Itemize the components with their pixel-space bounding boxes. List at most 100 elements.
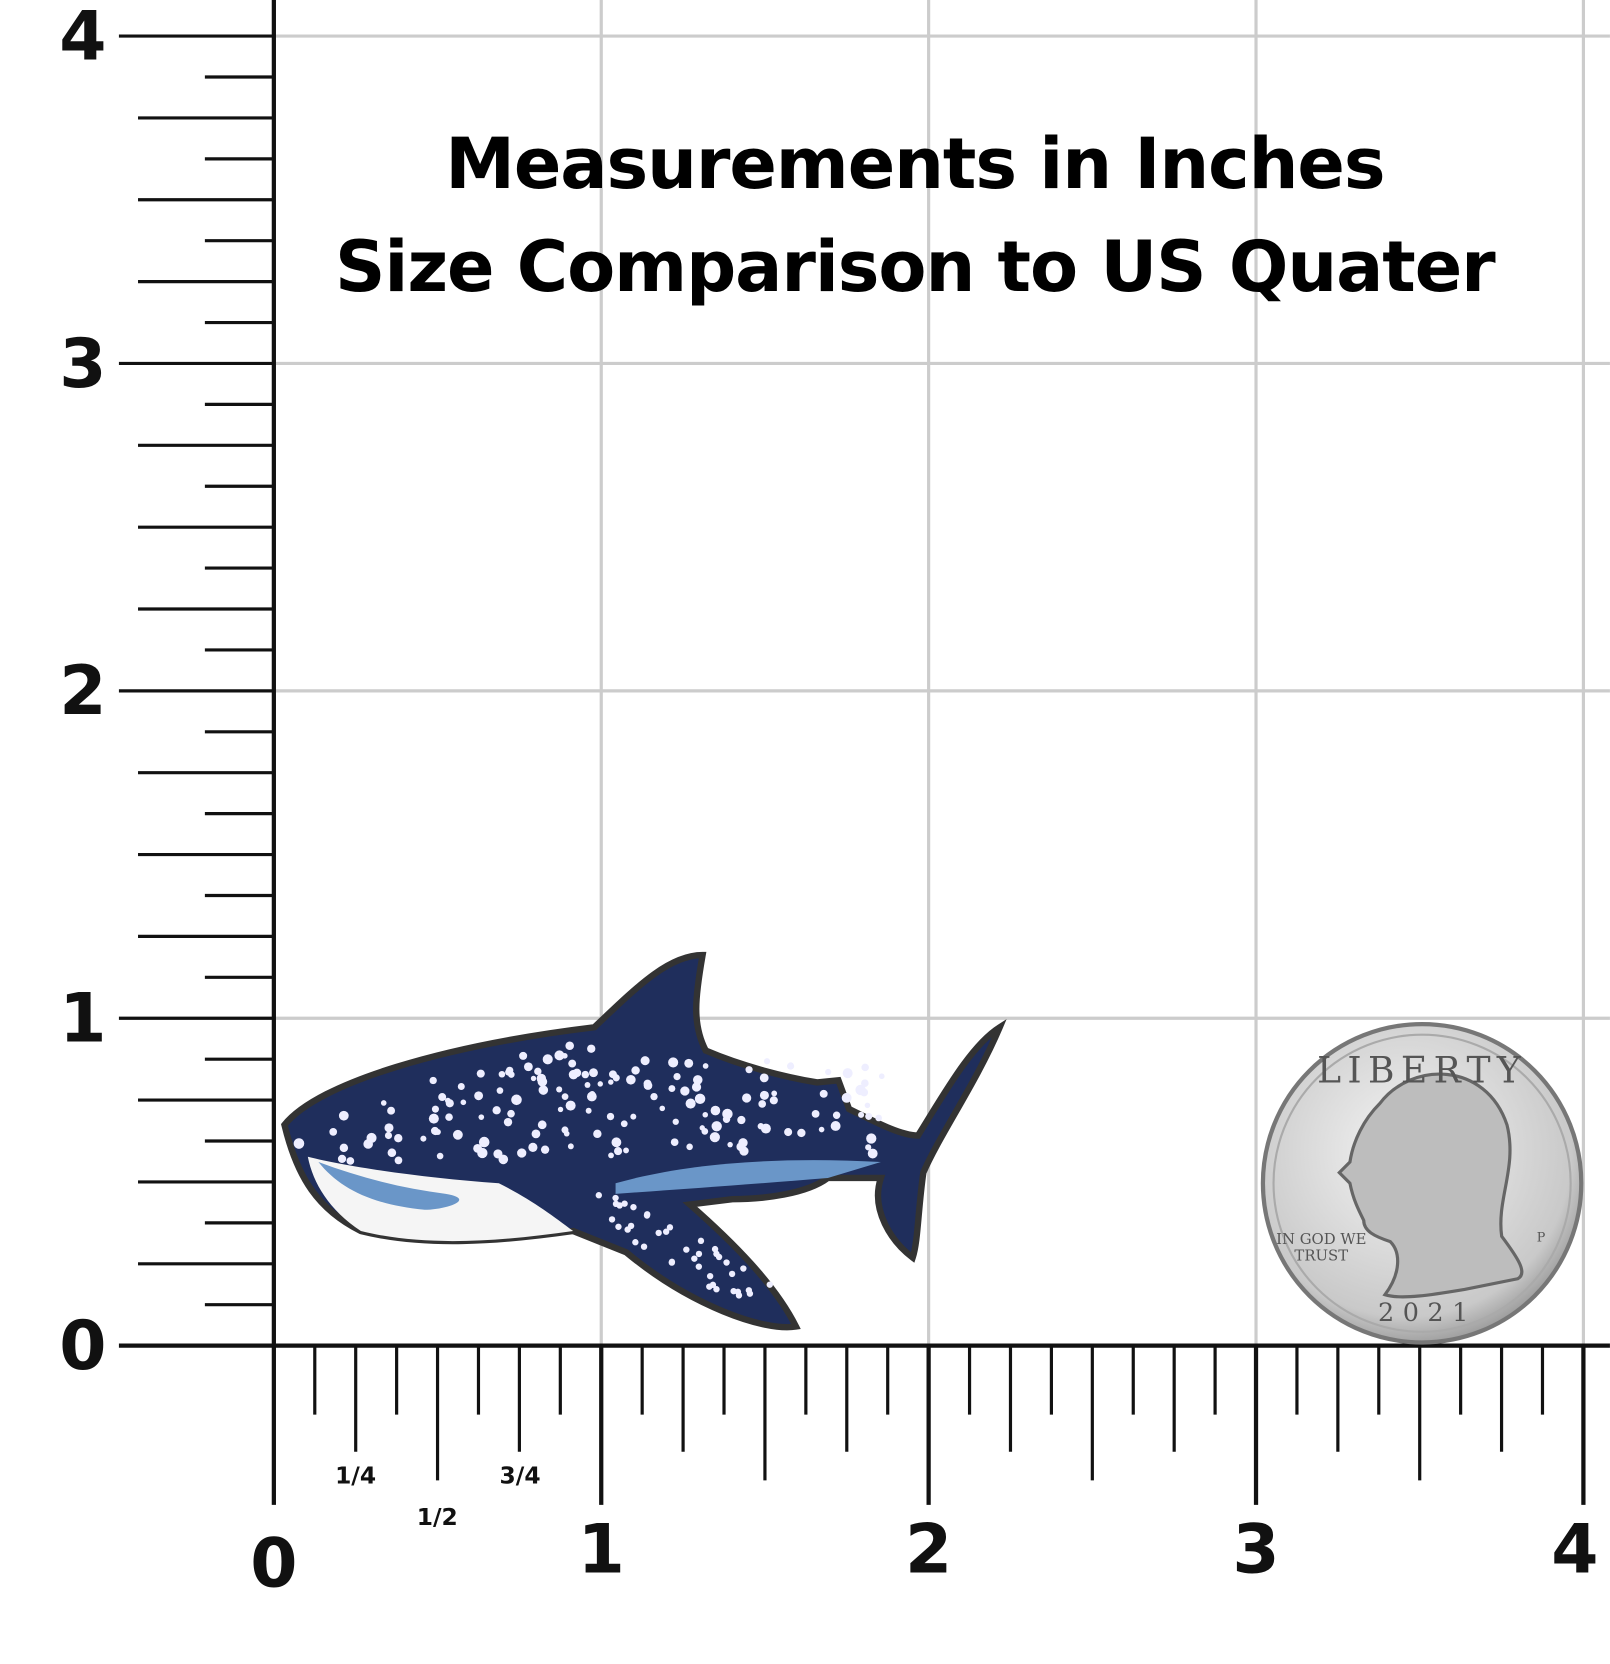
spot xyxy=(452,1129,463,1140)
spot xyxy=(784,1128,793,1137)
spot xyxy=(695,1250,703,1258)
spot xyxy=(860,1088,869,1097)
spot xyxy=(673,1072,681,1081)
spot xyxy=(666,1224,674,1231)
coin-text: P xyxy=(1537,1231,1546,1246)
spot xyxy=(632,1239,639,1246)
spot xyxy=(457,1082,465,1090)
spot xyxy=(680,1086,690,1096)
spot xyxy=(640,1056,650,1066)
spot xyxy=(477,1147,488,1159)
x-label: 0 xyxy=(250,1525,297,1604)
spot xyxy=(692,1075,703,1085)
spot xyxy=(492,1106,501,1115)
spot xyxy=(668,1057,679,1068)
spot xyxy=(503,1117,513,1127)
spot xyxy=(444,1097,451,1104)
spot xyxy=(723,1259,730,1266)
fraction-label: 3/4 xyxy=(500,1462,541,1490)
spot xyxy=(865,1112,873,1120)
spot xyxy=(861,1079,869,1088)
spot xyxy=(478,1114,485,1120)
spot xyxy=(709,1132,720,1143)
spot xyxy=(445,1113,453,1121)
spot xyxy=(523,1062,533,1072)
spot xyxy=(387,1148,397,1158)
spot xyxy=(587,1044,596,1053)
spot xyxy=(626,1074,636,1085)
spot xyxy=(565,1041,574,1051)
spot xyxy=(643,1212,651,1219)
spot xyxy=(431,1105,439,1113)
spot xyxy=(540,1145,550,1154)
spot xyxy=(875,1114,882,1122)
spot xyxy=(702,1063,709,1069)
spot xyxy=(861,1063,869,1072)
spot xyxy=(832,1111,841,1119)
spot xyxy=(842,1068,853,1079)
x-label: 3 xyxy=(1232,1511,1279,1590)
spot xyxy=(759,1073,769,1083)
spot xyxy=(608,1152,614,1159)
spot xyxy=(867,1148,878,1159)
spot xyxy=(640,1243,648,1250)
spot xyxy=(686,1143,693,1151)
spot xyxy=(615,1223,622,1230)
spot xyxy=(624,1226,631,1233)
spot xyxy=(380,1100,387,1106)
spot xyxy=(606,1112,615,1121)
spot xyxy=(631,1066,640,1075)
spot xyxy=(498,1154,509,1165)
spot xyxy=(830,1120,841,1131)
spot xyxy=(384,1131,393,1140)
spot xyxy=(730,1287,737,1295)
fraction-label: 1/4 xyxy=(335,1462,376,1490)
spot xyxy=(659,1105,666,1112)
spot xyxy=(711,1245,719,1253)
spot xyxy=(561,1093,569,1100)
spot xyxy=(363,1139,373,1149)
spot xyxy=(293,1138,305,1149)
spot xyxy=(517,1148,527,1158)
spot xyxy=(745,1066,753,1074)
spot xyxy=(384,1123,394,1133)
coin-text: TRUST xyxy=(1294,1247,1348,1265)
spot xyxy=(511,1094,522,1106)
spot xyxy=(567,1143,574,1150)
spot xyxy=(568,1069,579,1080)
spot xyxy=(737,1115,746,1125)
spot xyxy=(864,1102,871,1109)
spot xyxy=(530,1075,537,1082)
spot xyxy=(595,1192,602,1199)
spot xyxy=(394,1134,403,1143)
x-label: 2 xyxy=(905,1511,952,1590)
spot xyxy=(476,1069,485,1078)
y-label: 3 xyxy=(59,325,106,404)
spot xyxy=(508,1071,515,1078)
spot xyxy=(519,1051,528,1060)
spot xyxy=(759,1090,769,1100)
coin-text: 2021 xyxy=(1378,1298,1477,1328)
spot xyxy=(878,1073,885,1080)
fraction-label: 1/2 xyxy=(417,1503,458,1531)
quarter-coin: LIBERTY IN GOD WE TRUST 2021 P xyxy=(1260,1021,1584,1345)
title-line: Size Comparison to US Quater xyxy=(335,226,1496,308)
spot xyxy=(683,1246,690,1253)
spot xyxy=(346,1157,355,1165)
ruler: 0 0 1 1 2 2 3 3 4 4 xyxy=(59,0,1610,1604)
spot xyxy=(614,1147,623,1156)
spot xyxy=(593,1129,602,1139)
spot xyxy=(711,1121,722,1132)
spot xyxy=(337,1154,347,1163)
spot xyxy=(329,1128,338,1136)
spot xyxy=(691,1255,698,1262)
spot xyxy=(706,1272,714,1280)
spot xyxy=(537,1120,547,1130)
spot xyxy=(841,1092,852,1103)
title-line: Measurements in Inches xyxy=(445,123,1384,205)
spot xyxy=(722,1115,731,1123)
coin-text: IN GOD WE xyxy=(1276,1230,1366,1248)
spot xyxy=(699,1125,705,1131)
spot xyxy=(460,1099,467,1106)
spot xyxy=(565,1100,576,1111)
